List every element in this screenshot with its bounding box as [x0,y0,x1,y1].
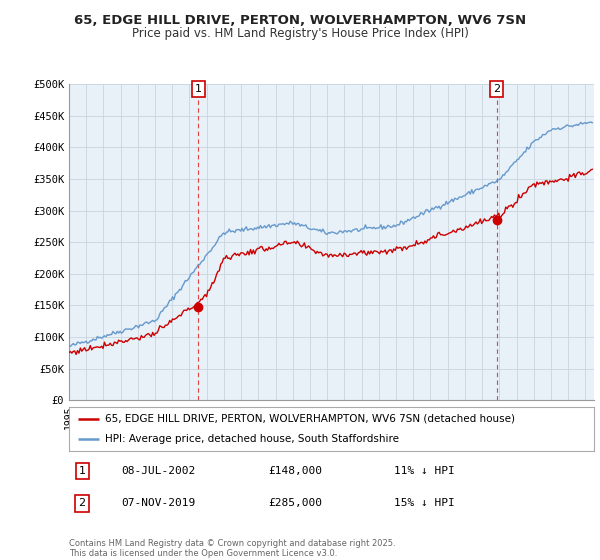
Text: £285,000: £285,000 [269,498,323,508]
Text: 1: 1 [79,466,86,476]
Text: 2: 2 [79,498,86,508]
Text: Price paid vs. HM Land Registry's House Price Index (HPI): Price paid vs. HM Land Registry's House … [131,27,469,40]
Text: 65, EDGE HILL DRIVE, PERTON, WOLVERHAMPTON, WV6 7SN: 65, EDGE HILL DRIVE, PERTON, WOLVERHAMPT… [74,14,526,27]
Text: 07-NOV-2019: 07-NOV-2019 [121,498,196,508]
Text: 65, EDGE HILL DRIVE, PERTON, WOLVERHAMPTON, WV6 7SN (detached house): 65, EDGE HILL DRIVE, PERTON, WOLVERHAMPT… [105,414,515,424]
Text: 11% ↓ HPI: 11% ↓ HPI [395,466,455,476]
Text: 15% ↓ HPI: 15% ↓ HPI [395,498,455,508]
Text: 1: 1 [195,84,202,94]
Text: 2: 2 [493,84,500,94]
Text: HPI: Average price, detached house, South Staffordshire: HPI: Average price, detached house, Sout… [105,434,398,444]
Text: £148,000: £148,000 [269,466,323,476]
Text: 08-JUL-2002: 08-JUL-2002 [121,466,196,476]
Text: Contains HM Land Registry data © Crown copyright and database right 2025.
This d: Contains HM Land Registry data © Crown c… [69,539,395,558]
